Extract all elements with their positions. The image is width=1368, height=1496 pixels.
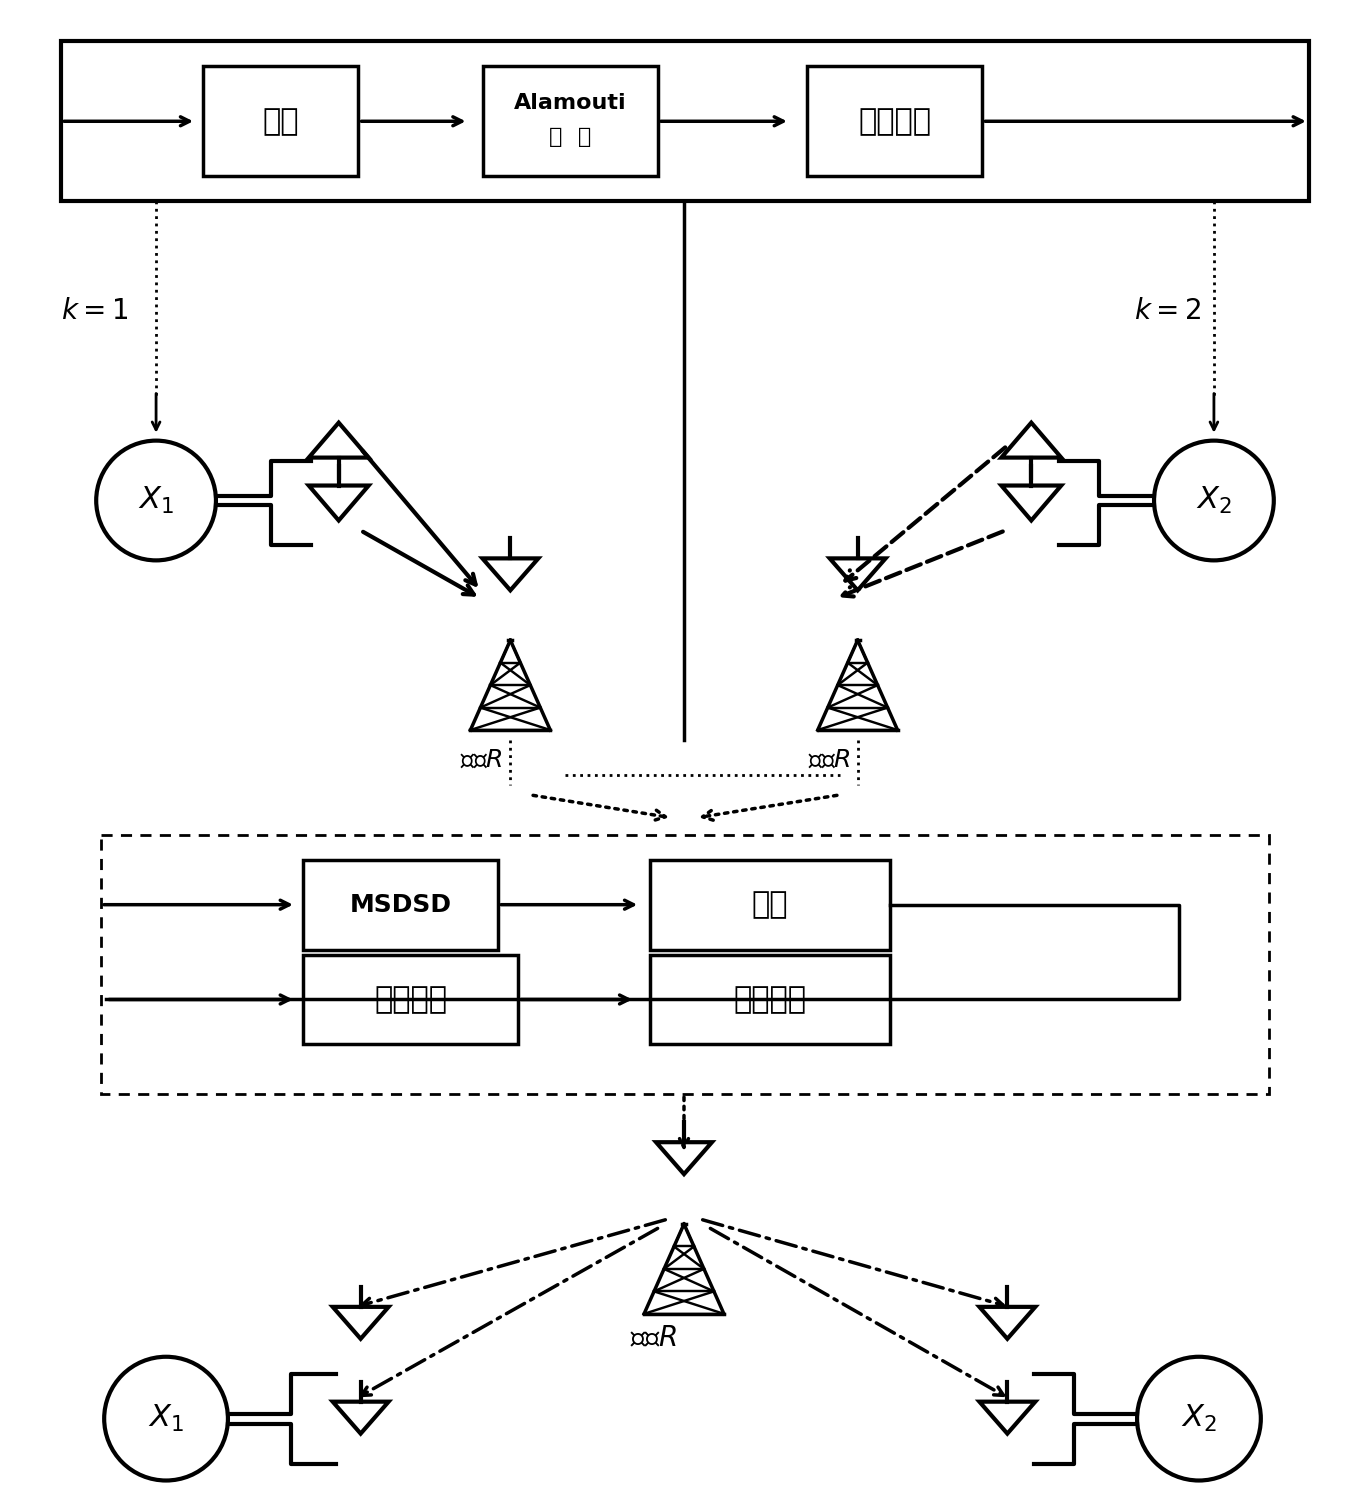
Bar	[650, 860, 889, 950]
Bar	[304, 860, 498, 950]
Text: 中继$R$: 中继$R$	[631, 1325, 677, 1352]
Text: $k=1$: $k=1$	[62, 296, 129, 325]
Text: 中继$R$: 中继$R$	[461, 748, 503, 772]
Text: 解调: 解调	[751, 890, 788, 919]
Text: $X_2$: $X_2$	[1181, 1403, 1216, 1435]
Bar	[304, 954, 518, 1044]
Text: 调制: 调制	[263, 106, 300, 136]
Text: 差分调制: 差分调制	[733, 984, 806, 1014]
Text: 网络编码: 网络编码	[373, 984, 447, 1014]
Text: Alamouti: Alamouti	[514, 93, 627, 114]
Text: $k=2$: $k=2$	[1134, 296, 1201, 325]
Text: 差分编码: 差分编码	[858, 106, 932, 136]
Text: $X_1$: $X_1$	[138, 485, 174, 516]
Bar	[204, 66, 358, 177]
Bar	[101, 835, 1268, 1094]
Text: 编  码: 编 码	[549, 127, 591, 147]
Bar	[650, 954, 889, 1044]
Bar	[483, 66, 658, 177]
Text: $X_2$: $X_2$	[1196, 485, 1231, 516]
Bar	[62, 42, 1309, 200]
Text: 中继$R$: 中继$R$	[807, 748, 851, 772]
Text: MSDSD: MSDSD	[350, 893, 451, 917]
Bar	[807, 66, 982, 177]
Text: $X_1$: $X_1$	[148, 1403, 183, 1435]
